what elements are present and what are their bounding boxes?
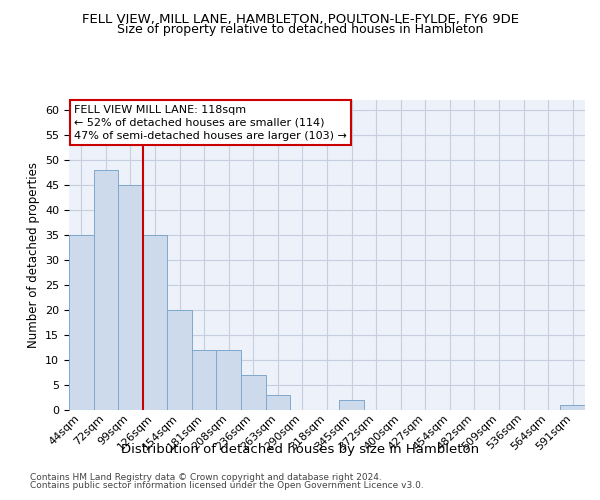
Bar [217,350,241,410]
Bar [167,310,192,410]
Text: Size of property relative to detached houses in Hambleton: Size of property relative to detached ho… [117,22,483,36]
Text: FELL VIEW, MILL LANE, HAMBLETON, POULTON-LE-FYLDE, FY6 9DE: FELL VIEW, MILL LANE, HAMBLETON, POULTON… [82,12,518,26]
Bar [339,400,364,410]
Bar [118,185,143,410]
Text: Contains public sector information licensed under the Open Government Licence v3: Contains public sector information licen… [30,481,424,490]
Bar [560,405,585,410]
Text: FELL VIEW MILL LANE: 118sqm
← 52% of detached houses are smaller (114)
47% of se: FELL VIEW MILL LANE: 118sqm ← 52% of det… [74,104,347,141]
Bar [69,235,94,410]
Y-axis label: Number of detached properties: Number of detached properties [26,162,40,348]
Bar [266,395,290,410]
Text: Distribution of detached houses by size in Hambleton: Distribution of detached houses by size … [121,442,479,456]
Text: Contains HM Land Registry data © Crown copyright and database right 2024.: Contains HM Land Registry data © Crown c… [30,472,382,482]
Bar [94,170,118,410]
Bar [241,375,266,410]
Bar [192,350,217,410]
Bar [143,235,167,410]
